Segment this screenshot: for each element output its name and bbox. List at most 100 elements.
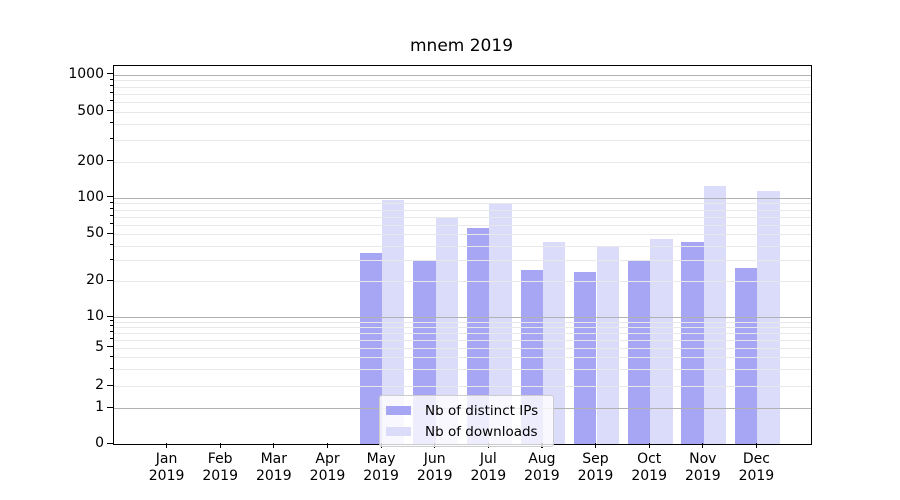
y-tick-minor: [109, 122, 113, 124]
legend-swatch-downloads-icon: [386, 427, 411, 436]
x-tick-label-apr: Apr 2019: [309, 451, 346, 484]
gridline-minor: [114, 209, 811, 211]
y-tick: [106, 315, 113, 317]
plot-area: Nb of distinct IPs Nb of downloads: [113, 65, 812, 447]
x-tick: [166, 443, 168, 448]
gridline-minor: [114, 80, 811, 82]
y-tick-label: 5: [95, 338, 104, 355]
y-tick-minor: [109, 78, 113, 80]
y-tick-minor: [109, 384, 113, 386]
y-tick-label: 200: [77, 152, 104, 169]
y-tick-label: 500: [77, 102, 104, 119]
gridline-minor: [114, 101, 811, 103]
x-tick-label-sep: Sep 2019: [577, 451, 614, 484]
gridline-major-1000: [114, 74, 811, 76]
y-tick-minor: [109, 201, 113, 203]
y-tick-minor: [109, 85, 113, 86]
gridline-minor: [114, 339, 811, 341]
gridline-minor: [114, 386, 811, 387]
bar-downloads-sep: [596, 247, 619, 444]
bar-distinct-ips-jul: [466, 228, 490, 444]
x-tick-label-oct: Oct 2019: [631, 451, 667, 484]
gridline-minor: [114, 260, 811, 262]
y-tick-minor: [109, 346, 113, 348]
y-tick-minor: [109, 100, 113, 102]
gridline-minor: [114, 347, 811, 349]
x-tick-label-dec: Dec 2019: [738, 451, 775, 484]
y-tick: [106, 406, 113, 408]
y-tick-label: 50: [86, 225, 104, 242]
y-tick-minor: [109, 110, 113, 112]
x-tick-label-jul: Jul 2019: [470, 451, 507, 484]
x-tick: [595, 443, 597, 448]
gridline-minor: [114, 281, 811, 282]
gridline-major-100: [114, 197, 811, 199]
legend-item-downloads: Nb of downloads: [386, 421, 549, 442]
bar-downloads-oct: [650, 238, 673, 444]
legend-label-distinct-ips: Nb of distinct IPs: [425, 402, 539, 419]
bar-distinct-ips-nov: [681, 242, 704, 444]
y-tick-minor: [109, 138, 113, 140]
y-tick-minor: [109, 279, 113, 281]
y-tick-minor: [109, 258, 113, 260]
gridline-major-10: [114, 317, 811, 318]
gridline-minor: [114, 357, 811, 358]
gridline-minor: [114, 216, 811, 218]
gridline-minor: [114, 326, 811, 328]
legend-item-distinct-ips: Nb of distinct IPs: [386, 400, 549, 421]
bar-downloads-nov: [703, 186, 727, 444]
y-tick: [106, 442, 113, 444]
x-tick-label-may: May 2019: [363, 451, 399, 484]
y-tick-minor: [109, 215, 113, 216]
gridline-minor: [114, 161, 811, 163]
gridline-minor: [114, 234, 811, 236]
y-tick-label: 0: [95, 435, 104, 451]
x-tick: [219, 443, 221, 448]
bar-distinct-ips-oct: [627, 260, 651, 444]
y-tick-minor: [109, 355, 113, 357]
x-tick: [273, 443, 275, 448]
x-tick-label-aug: Aug 2019: [524, 451, 560, 484]
y-tick-minor: [109, 232, 113, 234]
x-tick: [702, 443, 704, 448]
gridline-minor: [114, 139, 811, 141]
x-tick-label-feb: Feb 2019: [202, 451, 238, 484]
y-tick-minor: [109, 244, 113, 246]
x-tick-label-jan: Jan 2019: [148, 451, 185, 484]
x-tick: [648, 443, 650, 448]
y-tick-minor: [109, 92, 113, 94]
x-tick-label-mar: Mar 2019: [255, 451, 292, 484]
y-tick-minor: [109, 367, 113, 369]
x-tick: [327, 443, 329, 448]
y-tick-label: 100: [77, 188, 104, 205]
gridline-minor: [114, 93, 811, 95]
y-tick-minor: [109, 331, 113, 333]
y-tick-minor: [109, 160, 113, 162]
gridline-minor: [114, 86, 811, 88]
x-tick-label-nov: Nov 2019: [684, 451, 721, 484]
y-tick-label: 1: [95, 399, 104, 415]
gridline-minor: [114, 111, 811, 113]
y-tick-label: 10: [86, 308, 104, 324]
gridline-minor: [114, 123, 811, 125]
bar-downloads-jun: [435, 216, 459, 444]
y-tick-minor: [109, 325, 113, 327]
bar-downloads-aug: [542, 242, 566, 444]
legend: Nb of distinct IPs Nb of downloads: [379, 395, 554, 447]
bar-distinct-ips-dec: [735, 267, 758, 444]
gridline-minor: [114, 332, 811, 334]
legend-swatch-distinct-ips-icon: [386, 406, 411, 415]
y-tick-label: 20: [86, 272, 104, 288]
y-tick-minor: [109, 208, 113, 209]
gridline-minor: [114, 203, 811, 205]
y-tick-minor: [109, 338, 113, 340]
grid-layer: [114, 66, 811, 444]
gridline-minor: [114, 321, 811, 323]
x-tick: [755, 443, 758, 448]
y-tick-label: 2: [95, 377, 104, 393]
y-tick-label: 1000: [68, 65, 104, 82]
y-tick: [106, 73, 113, 75]
bar-downloads-jul: [489, 202, 512, 444]
gridline-minor: [114, 245, 811, 247]
